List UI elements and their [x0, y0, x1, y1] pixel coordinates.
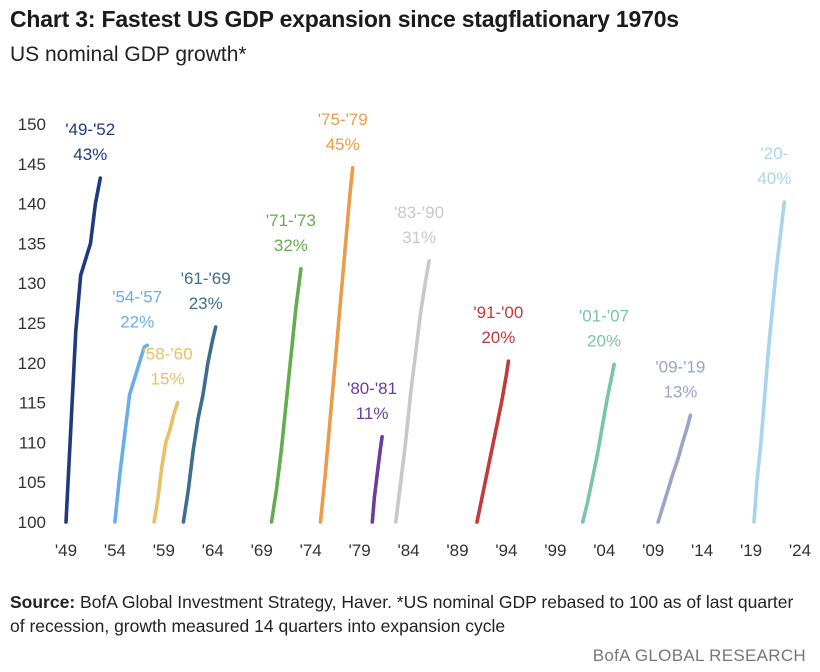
series-growth-label: 43% [73, 145, 107, 164]
chart-title: Chart 3: Fastest US GDP expansion since … [10, 6, 679, 32]
series-period-label: '91-'00 [473, 303, 523, 322]
y-tick-label: 105 [18, 473, 46, 492]
y-tick-label: 140 [18, 195, 46, 214]
series-line [152, 400, 180, 524]
series-line [580, 362, 616, 524]
series-period-label: '09-'19 [655, 357, 705, 376]
x-tick-label: '69 [251, 541, 273, 560]
series-lines [64, 166, 787, 524]
series-line [370, 435, 384, 524]
x-tick-label: '14 [691, 541, 713, 560]
x-tick-label: '99 [544, 541, 566, 560]
source-note: Source: BofA Global Investment Strategy,… [10, 590, 800, 638]
series-period-label: '01-'07 [579, 306, 629, 325]
series-period-label: '49-'52 [65, 120, 115, 139]
x-tick-label: '74 [300, 541, 322, 560]
series-period-label: '61-'69 [181, 269, 231, 288]
series-period-label: '54-'57 [112, 287, 162, 306]
series-growth-label: 40% [757, 169, 791, 188]
x-tick-label: '94 [495, 541, 517, 560]
x-tick-label: '09 [642, 541, 664, 560]
series-line [752, 200, 787, 524]
series-line [64, 176, 103, 524]
y-tick-label: 150 [18, 115, 46, 134]
series-growth-label: 15% [151, 370, 185, 389]
series-growth-label: 31% [402, 228, 436, 247]
series-growth-label: 20% [481, 328, 515, 347]
x-tick-label: '19 [740, 541, 762, 560]
series-growth-label: 23% [189, 294, 223, 313]
y-tick-label: 125 [18, 314, 46, 333]
series-line [475, 359, 511, 524]
x-tick-label: '79 [349, 541, 371, 560]
series-period-label: '83-'90 [394, 203, 444, 222]
y-tick-label: 145 [18, 155, 46, 174]
y-tick-label: 115 [19, 394, 46, 413]
source-text: BofA Global Investment Strategy, Haver. … [10, 592, 794, 636]
x-tick-label: '54 [104, 541, 126, 560]
series-period-label: '71-'73 [266, 211, 316, 230]
y-tick-label: 100 [18, 513, 46, 532]
brand-mark: BofA GLOBAL RESEARCH [592, 646, 806, 665]
chart-subtitle: US nominal GDP growth* [10, 43, 247, 66]
series-period-label: '75-'79 [318, 110, 368, 129]
y-tick-label: 130 [18, 274, 46, 293]
x-tick-label: '24 [789, 541, 811, 560]
series-line [181, 325, 218, 524]
series-growth-label: 13% [663, 382, 697, 401]
series-line [656, 413, 693, 524]
series-growth-label: 20% [587, 331, 621, 350]
series-growth-label: 45% [326, 135, 360, 154]
series-line [318, 166, 355, 524]
y-tick-label: 110 [19, 433, 46, 452]
y-axis: 100 105 110 115 120 125 130 135 140 145 150 [18, 115, 46, 532]
series-growth-label: 22% [120, 312, 154, 331]
x-tick-label: '49 [55, 541, 77, 560]
x-tick-label: '59 [153, 541, 175, 560]
series-line [269, 267, 303, 524]
series-line [394, 259, 431, 524]
series-growth-label: 11% [356, 404, 389, 423]
line-chart: 100 105 110 115 120 125 130 135 140 145 150 '49 '54… [18, 110, 811, 560]
series-line [113, 343, 149, 524]
x-axis: '49 '54 '59 '64 '69 '74 '79 '84 '89 '94 '99 '04 '09 '… [55, 541, 811, 560]
y-tick-label: 120 [18, 354, 46, 373]
x-tick-label: '04 [593, 541, 615, 560]
series-period-label: '20- [760, 144, 788, 163]
series-period-label: '58-'60 [143, 345, 193, 364]
x-tick-label: '64 [202, 541, 224, 560]
series-period-label: '80-'81 [347, 379, 397, 398]
series-labels: '49-'52 43% '54-'57 22% '58-'60 15% '61-'69 23%… [65, 110, 791, 423]
x-tick-label: '84 [397, 541, 419, 560]
y-tick-label: 135 [18, 234, 46, 253]
series-growth-label: 32% [274, 236, 308, 255]
x-tick-label: '89 [446, 541, 468, 560]
source-label: Source: [10, 592, 76, 612]
